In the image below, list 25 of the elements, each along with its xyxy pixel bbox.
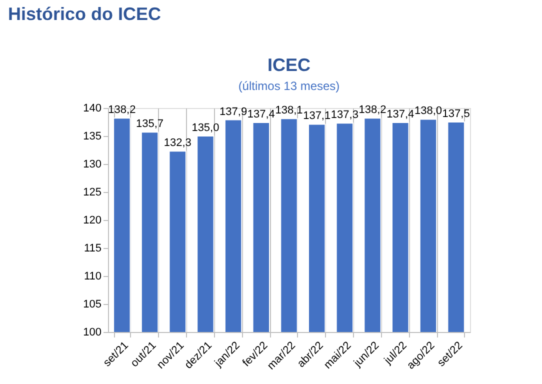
data-label: 137,9: [220, 106, 248, 118]
data-label: 135,0: [192, 122, 220, 134]
y-tick-label: 120: [83, 214, 102, 226]
data-label: 132,3: [164, 137, 192, 150]
text: Histórico do ICEC: [8, 4, 162, 24]
data-label: 137,1: [303, 110, 331, 122]
data-label: 137,4: [247, 108, 275, 121]
data-label: 135,7: [136, 118, 164, 130]
y-tick-label: 125: [83, 186, 102, 198]
y-tick-label: 100: [83, 326, 102, 338]
y-tick-label: 110: [84, 270, 102, 282]
y-tick-label: 105: [83, 298, 102, 310]
data-label: 138,2: [108, 104, 136, 116]
chart-subtitle: (últimos 13 meses): [238, 79, 340, 93]
data-label: 137,4: [386, 108, 414, 121]
y-tick-label: 115: [84, 242, 102, 254]
data-label: 138,2: [358, 104, 386, 116]
data-label: 137,3: [330, 109, 358, 122]
data-label: 137,5: [442, 108, 470, 120]
y-tick-label: 130: [83, 158, 102, 170]
y-tick-label: 135: [83, 130, 102, 142]
data-label: 138,1: [275, 104, 303, 117]
chart-title: ICEC: [267, 55, 311, 75]
y-tick-label: 140: [83, 102, 102, 114]
data-label: 138,0: [414, 105, 442, 118]
